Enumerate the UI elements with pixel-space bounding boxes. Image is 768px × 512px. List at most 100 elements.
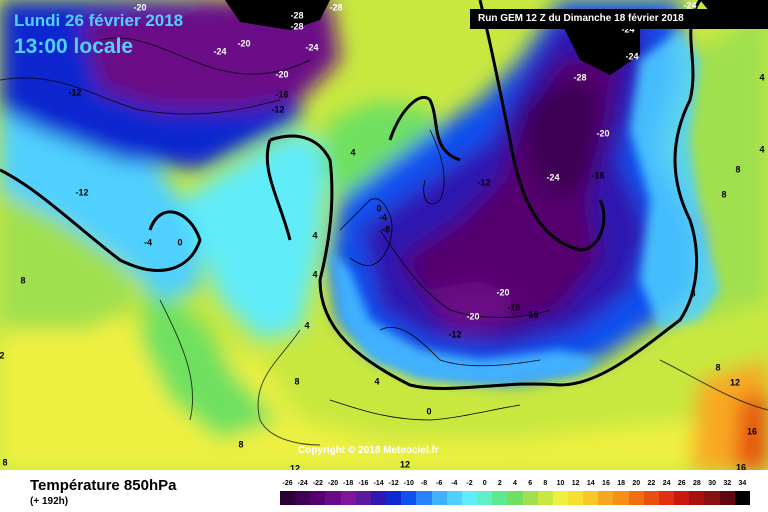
forecast-date: Lundi 26 février 2018 — [14, 11, 184, 30]
cyan-band-west — [0, 100, 200, 300]
legend-swatch — [492, 491, 508, 505]
legend-value-label: 2 — [497, 480, 502, 487]
legend-swatch — [355, 491, 371, 505]
legend-value-label: -6 — [436, 480, 443, 487]
isotherm-label: 4 — [759, 144, 764, 154]
legend-value-label: 14 — [586, 480, 595, 487]
isotherm-label: 16 — [736, 462, 746, 470]
legend-value-label: 26 — [677, 480, 686, 487]
coast-north-africa — [329, 399, 521, 421]
cyan-tongue-central — [180, 130, 330, 340]
legend-swatch — [613, 491, 629, 505]
isotherm-label: 4 — [350, 147, 355, 157]
legend-value-label: 34 — [738, 480, 747, 487]
legend-value-label: 30 — [708, 480, 716, 487]
legend-swatch — [507, 491, 523, 505]
isotherm-zero-west — [0, 168, 202, 272]
cold-black-patch-north — [225, 0, 330, 30]
isotherm-zero-north-sea — [388, 96, 461, 162]
legend-swatch — [370, 491, 387, 505]
isotherm-label: -8 — [382, 224, 390, 234]
isotherm-label: -28 — [329, 2, 342, 12]
isotherm-cold-core — [478, 0, 606, 252]
legend-swatch — [401, 491, 417, 505]
map-canvas: -20-28-28-28-24-20 -24-20-16-12-12-12-24-… — [0, 0, 768, 470]
cold-black-patch-northeast — [560, 20, 640, 75]
legend-value-label: 20 — [632, 480, 641, 487]
copyright-notice: Copyright © 2018 Meteociel.fr — [298, 445, 439, 456]
isotherm-label: -12 — [477, 177, 490, 187]
legend-value-label: -20 — [328, 480, 339, 487]
map-footer: Température 850hPa (+ 192h) -26 -24 -22 -20… — [0, 470, 768, 512]
isotherm-zero-main — [269, 0, 702, 390]
legend-swatch — [567, 491, 584, 505]
isotherm-label: 4 — [304, 320, 309, 330]
legend-swatch — [446, 491, 462, 505]
isotherm-label: 8 — [20, 275, 25, 285]
legend-value-label: 22 — [647, 480, 656, 487]
legend-swatch — [431, 491, 447, 505]
legend-swatch — [537, 491, 553, 505]
legend-value-label: 18 — [617, 480, 626, 487]
legend-value-label: 24 — [662, 480, 671, 487]
isotherm-zero-branch — [265, 139, 292, 241]
isotherm-label: 12 — [400, 459, 410, 469]
isotherm-label: 4 — [374, 376, 379, 386]
isotherm-label: -24 — [305, 42, 318, 52]
isotherm-label: 4 — [312, 230, 317, 240]
cyan-ring-south — [330, 250, 600, 385]
legend-color-bar — [280, 491, 750, 505]
isotherm-label: -20 — [496, 287, 509, 297]
legend-swatch — [280, 491, 296, 505]
isotherm-label: 0 — [376, 203, 381, 213]
legend-swatch — [461, 491, 478, 505]
isotherm-label: -12 — [75, 187, 88, 197]
isotherm-label: -28 — [290, 10, 303, 20]
legend-swatch — [340, 491, 356, 505]
coast-british-isles — [339, 198, 393, 267]
legend-value-label: -18 — [343, 480, 354, 487]
isotherm-label: -12 — [271, 104, 284, 114]
isotherm-thin-lines — [0, 37, 768, 446]
isotherm-label: 8 — [2, 457, 7, 467]
legend-value-label: -14 — [373, 480, 384, 487]
isotherm-label: -16 — [591, 170, 604, 180]
legend-swatch — [295, 491, 311, 505]
isotherm-bold-lines — [0, 0, 702, 390]
isotherm-label: -20 — [596, 128, 609, 138]
legend-swatch — [628, 491, 644, 505]
isotherm-label: -24 — [213, 46, 226, 56]
legend-value-label: 32 — [723, 480, 732, 487]
legend-value-label: -16 — [358, 480, 369, 487]
forecast-time: 13:00 locale — [14, 35, 134, 58]
legend-value-label: -4 — [451, 480, 458, 487]
legend-swatch — [522, 491, 538, 505]
legend-swatch — [416, 491, 432, 505]
legend-swatch — [598, 491, 614, 505]
isotherm-label: 12 — [730, 377, 740, 387]
green-tongue-atlantic — [140, 280, 280, 440]
isotherm-label: -16 — [275, 89, 288, 99]
legend-swatch — [734, 491, 750, 505]
isotherm-label: -24 — [625, 51, 638, 61]
isotherm-label: 4 — [759, 72, 764, 82]
hot-core-southeast — [735, 390, 768, 470]
isotherm-label: -28 — [573, 72, 586, 82]
isotherm-label: -24 — [546, 172, 559, 182]
legend-swatch — [310, 491, 326, 505]
isotherm-label: 8 — [721, 189, 726, 199]
temperature-map: -20 -28 -28 -28 -24 -20 -24 -20 -16 -12 -12 -12 -24-… — [0, 0, 768, 470]
isotherm-label: 12 — [290, 463, 300, 470]
legend-swatch — [583, 491, 599, 505]
isotherm-label: -24 — [621, 24, 634, 34]
legend-swatch — [325, 491, 341, 505]
legend-value-label: -22 — [312, 480, 323, 487]
legend-labels: -26 -24 -22 -20 -18 -16 -14 -12 -10 -8 -6 -4 -2 0 2 4 6 8… — [280, 480, 750, 490]
legend-value-label: 6 — [528, 480, 533, 487]
legend-value-label: 8 — [543, 480, 548, 487]
legend-value-label: 10 — [556, 480, 565, 487]
legend-value-label: 16 — [602, 480, 610, 487]
legend-swatch — [674, 491, 690, 505]
isotherm-label: 0 — [177, 237, 182, 247]
